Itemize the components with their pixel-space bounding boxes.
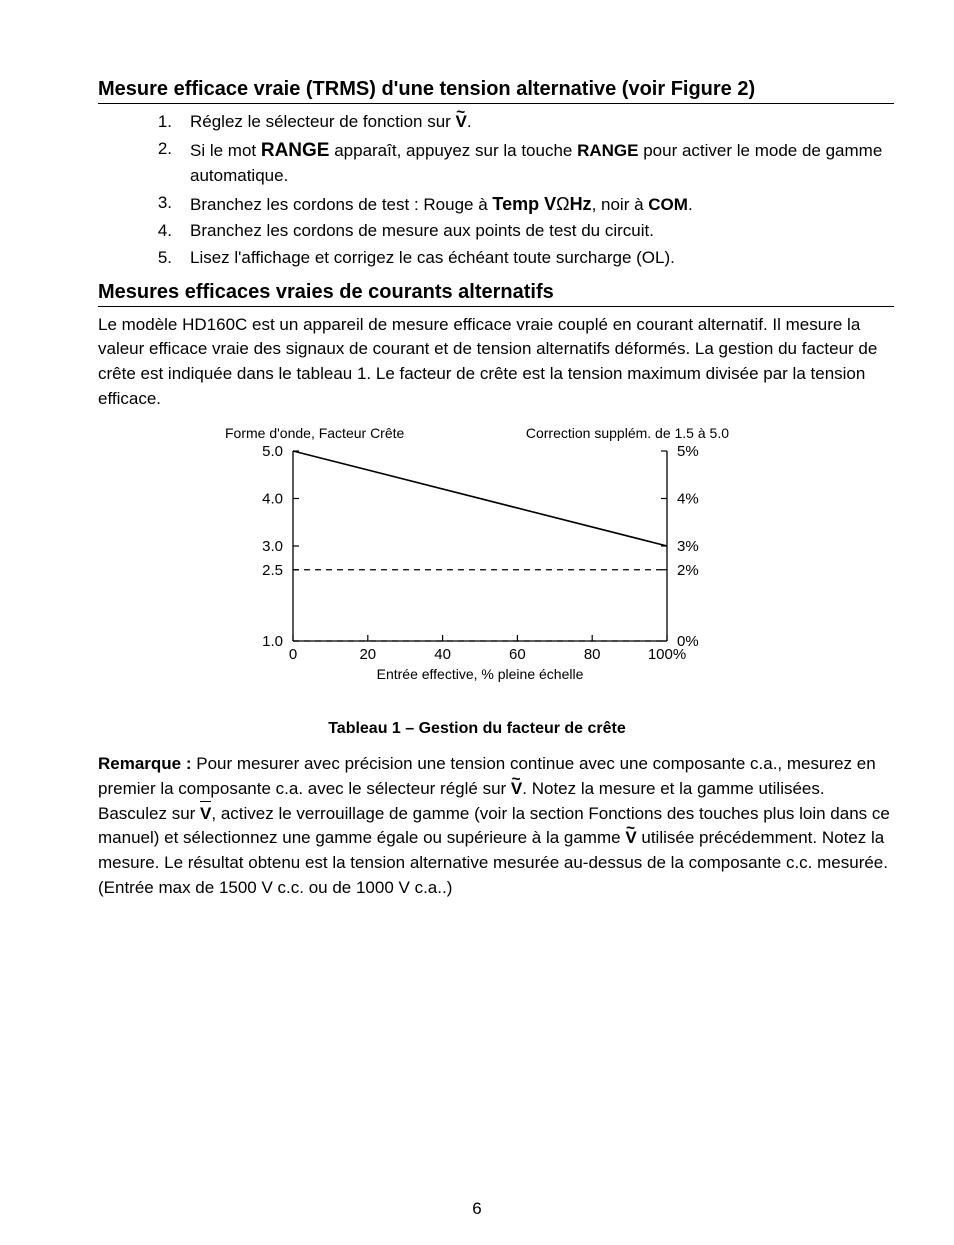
step-4: 4. Branchez les cordons de mesure aux po… (60, 219, 894, 244)
step-5: 5. Lisez l'affichage et corrigez le cas … (60, 246, 894, 271)
intro-paragraph: Le modèle HD160C est un appareil de mesu… (98, 313, 894, 412)
range-label: RANGE (261, 140, 330, 161)
svg-text:20: 20 (359, 646, 376, 663)
step-2: 2. Si le mot RANGE apparaît, appuyez sur… (60, 137, 894, 189)
svg-text:3%: 3% (677, 538, 699, 555)
svg-text:2.5: 2.5 (262, 562, 283, 579)
svg-text:4%: 4% (677, 491, 699, 508)
svg-text:4.0: 4.0 (262, 491, 283, 508)
text: apparaît, appuyez sur la touche (329, 141, 577, 160)
step-text: Branchez les cordons de test : Rouge à T… (190, 191, 894, 218)
hz-label: Hz (570, 194, 592, 214)
temp-v-label: Temp V (492, 194, 556, 214)
svg-text:2%: 2% (677, 562, 699, 579)
step-number: 2. (128, 137, 190, 189)
step-3: 3. Branchez les cordons de test : Rouge … (60, 191, 894, 218)
svg-text:40: 40 (434, 646, 451, 663)
step-number: 3. (128, 191, 190, 218)
chart-header-right: Correction supplém. de 1.5 à 5.0 (526, 425, 729, 441)
step-number: 5. (128, 246, 190, 271)
heading-trms: Mesure efficace vraie (TRMS) d'une tensi… (98, 78, 894, 104)
svg-text:60: 60 (509, 646, 526, 663)
svg-text:3.0: 3.0 (262, 538, 283, 555)
v-dc-icon: V (200, 802, 211, 827)
ohm-icon: Ω (556, 194, 569, 214)
steps-list: 1. Réglez le sélecteur de fonction sur V… (60, 110, 894, 271)
text: Branchez les cordons de test : Rouge à (190, 195, 492, 214)
v-ac-icon: V (456, 110, 467, 135)
svg-text:5%: 5% (677, 443, 699, 460)
text: . (467, 112, 472, 131)
text: , noir à (592, 195, 649, 214)
svg-text:80: 80 (584, 646, 601, 663)
svg-text:5.0: 5.0 (262, 443, 283, 460)
tableau-caption: Tableau 1 – Gestion du facteur de crête (60, 720, 894, 738)
page-number: 6 (0, 1199, 954, 1219)
step-text: Réglez le sélecteur de fonction sur V. (190, 110, 894, 135)
step-text: Lisez l'affichage et corrigez le cas éch… (190, 246, 894, 271)
text: Réglez le sélecteur de fonction sur (190, 112, 456, 131)
v-ac-icon: V (625, 826, 636, 851)
remark-label: Remarque : (98, 754, 196, 773)
com-label: COM (648, 195, 688, 214)
remark-paragraph: Remarque : Pour mesurer avec précision u… (98, 752, 894, 900)
step-number: 4. (128, 219, 190, 244)
text: Si le mot (190, 141, 261, 160)
heading-ac-measures: Mesures efficaces vraies de courants alt… (98, 281, 894, 307)
svg-text:100%: 100% (648, 646, 686, 663)
chart-svg: 5.04.03.02.51.05%4%3%2%0%020406080100%En… (217, 443, 737, 693)
text: . (688, 195, 693, 214)
step-1: 1. Réglez le sélecteur de fonction sur V… (60, 110, 894, 135)
range-label: RANGE (577, 141, 638, 160)
step-text: Si le mot RANGE apparaît, appuyez sur la… (190, 137, 894, 189)
v-ac-icon: V (511, 777, 522, 802)
chart-header-left: Forme d'onde, Facteur Crête (225, 425, 404, 441)
svg-text:1.0: 1.0 (262, 633, 283, 650)
step-text: Branchez les cordons de mesure aux point… (190, 219, 894, 244)
step-number: 1. (128, 110, 190, 135)
crest-factor-chart: Forme d'onde, Facteur Crête Correction s… (217, 425, 737, 698)
svg-text:0: 0 (289, 646, 297, 663)
svg-text:Entrée effective, % pleine éch: Entrée effective, % pleine échelle (377, 666, 584, 682)
